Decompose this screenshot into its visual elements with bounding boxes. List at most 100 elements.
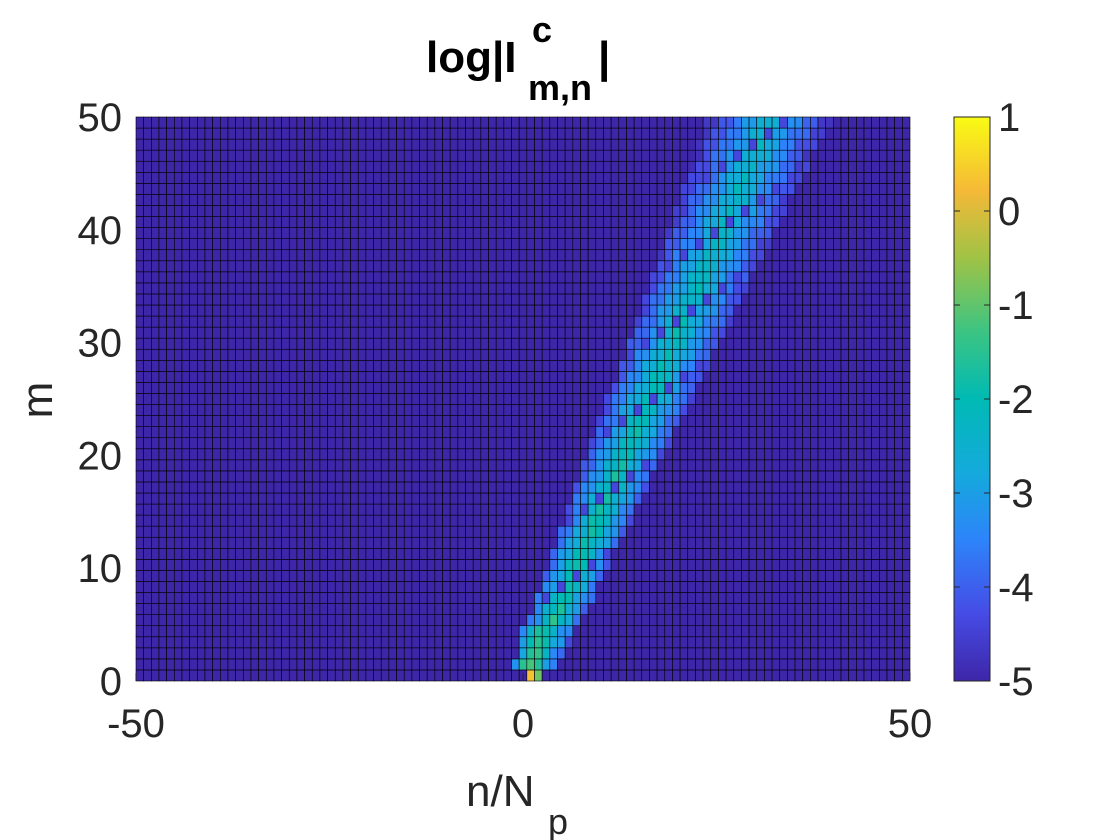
heatmap-cell: [273, 359, 282, 372]
heatmap-cell: [212, 559, 221, 571]
heatmap-cell: [158, 658, 167, 671]
heatmap-cell: [741, 371, 750, 383]
heatmap-cell: [710, 348, 719, 361]
heatmap-cell: [679, 238, 689, 251]
heatmap-cell: [741, 603, 750, 615]
heatmap-cell: [794, 260, 804, 273]
heatmap-cell: [848, 227, 857, 239]
heatmap-cell: [212, 437, 221, 450]
heatmap-cell: [572, 625, 581, 638]
heatmap-cell: [672, 348, 681, 361]
heatmap-cell: [227, 625, 236, 638]
heatmap-cell: [580, 183, 589, 195]
heatmap-cell: [871, 149, 880, 162]
heatmap-cell: [281, 415, 290, 427]
heatmap-cell: [771, 371, 781, 383]
heatmap-cell: [273, 459, 282, 472]
heatmap-cell: [633, 315, 643, 328]
heatmap-cell: [212, 547, 221, 560]
heatmap-cell: [695, 315, 704, 328]
heatmap-cell: [756, 536, 765, 549]
heatmap-cell: [319, 149, 328, 162]
heatmap-cell: [886, 669, 895, 682]
heatmap-cell: [288, 570, 298, 582]
heatmap-cell: [802, 149, 811, 162]
heatmap-cell: [733, 326, 742, 339]
heatmap-cell: [212, 570, 221, 582]
heatmap-cell: [603, 636, 612, 649]
heatmap-cell: [626, 448, 635, 461]
heatmap-cell: [549, 525, 558, 538]
heatmap-cell: [189, 138, 198, 151]
heatmap-cell: [457, 149, 466, 162]
heatmap-cell: [373, 393, 382, 405]
heatmap-cell: [465, 658, 474, 671]
heatmap-cell: [265, 426, 275, 439]
heatmap-cell: [357, 559, 367, 571]
heatmap-cell: [350, 459, 359, 472]
heatmap-cell: [687, 271, 696, 284]
heatmap-cell: [388, 459, 397, 472]
heatmap-cell: [825, 481, 834, 494]
heatmap-cell: [197, 448, 206, 461]
heatmap-cell: [587, 315, 597, 328]
heatmap-cell: [833, 570, 842, 582]
heatmap-cell: [403, 183, 413, 195]
heatmap-cell: [610, 437, 620, 450]
heatmap-cell: [794, 525, 804, 538]
heatmap-cell: [220, 216, 229, 228]
heatmap-cell: [564, 492, 574, 505]
heatmap-cell: [572, 415, 581, 427]
heatmap-cell: [787, 238, 796, 251]
heatmap-cell: [549, 559, 558, 571]
heatmap-cell: [771, 625, 781, 638]
heatmap-cell: [787, 658, 796, 671]
heatmap-cell: [779, 658, 788, 671]
heatmap-cell: [618, 238, 627, 251]
heatmap-cell: [641, 138, 650, 151]
heatmap-cell: [181, 160, 190, 173]
heatmap-cell: [718, 393, 727, 405]
heatmap-cell: [649, 481, 658, 494]
heatmap-cell: [649, 492, 658, 505]
heatmap-cell: [342, 581, 351, 593]
heatmap-cell: [480, 315, 489, 328]
heatmap-cell: [902, 315, 911, 328]
heatmap-cell: [595, 614, 604, 627]
heatmap-cell: [357, 503, 367, 516]
heatmap-cell: [802, 216, 811, 228]
heatmap-cell: [687, 470, 696, 483]
heatmap-cell: [327, 171, 336, 184]
heatmap-cell: [587, 459, 597, 472]
heatmap-cell: [725, 570, 735, 582]
heatmap-cell: [664, 393, 673, 405]
heatmap-cell: [281, 127, 290, 140]
heatmap-cell: [158, 183, 167, 195]
heatmap-cell: [342, 315, 351, 328]
heatmap-cell: [886, 282, 895, 295]
heatmap-cell: [319, 603, 328, 615]
heatmap-cell: [250, 503, 259, 516]
heatmap-cell: [526, 570, 535, 582]
heatmap-cell: [518, 592, 528, 604]
heatmap-cell: [327, 503, 336, 516]
heatmap-cell: [166, 525, 175, 538]
heatmap-cell: [296, 149, 305, 162]
heatmap-cell: [135, 249, 144, 262]
heatmap-cell: [319, 437, 328, 450]
heatmap-cell: [733, 348, 742, 361]
heatmap-cell: [511, 171, 520, 184]
heatmap-cell: [902, 625, 911, 638]
heatmap-cell: [649, 382, 658, 394]
heatmap-cell: [189, 625, 198, 638]
heatmap-cell: [580, 138, 589, 151]
heatmap-cell: [419, 348, 428, 361]
heatmap-cell: [863, 227, 872, 239]
heatmap-cell: [810, 138, 819, 151]
heatmap-cell: [480, 415, 489, 427]
heatmap-cell: [856, 592, 865, 604]
heatmap-cell: [633, 503, 643, 516]
heatmap-cell: [189, 647, 198, 660]
heatmap-cell: [679, 260, 689, 273]
heatmap-cell: [204, 525, 213, 538]
